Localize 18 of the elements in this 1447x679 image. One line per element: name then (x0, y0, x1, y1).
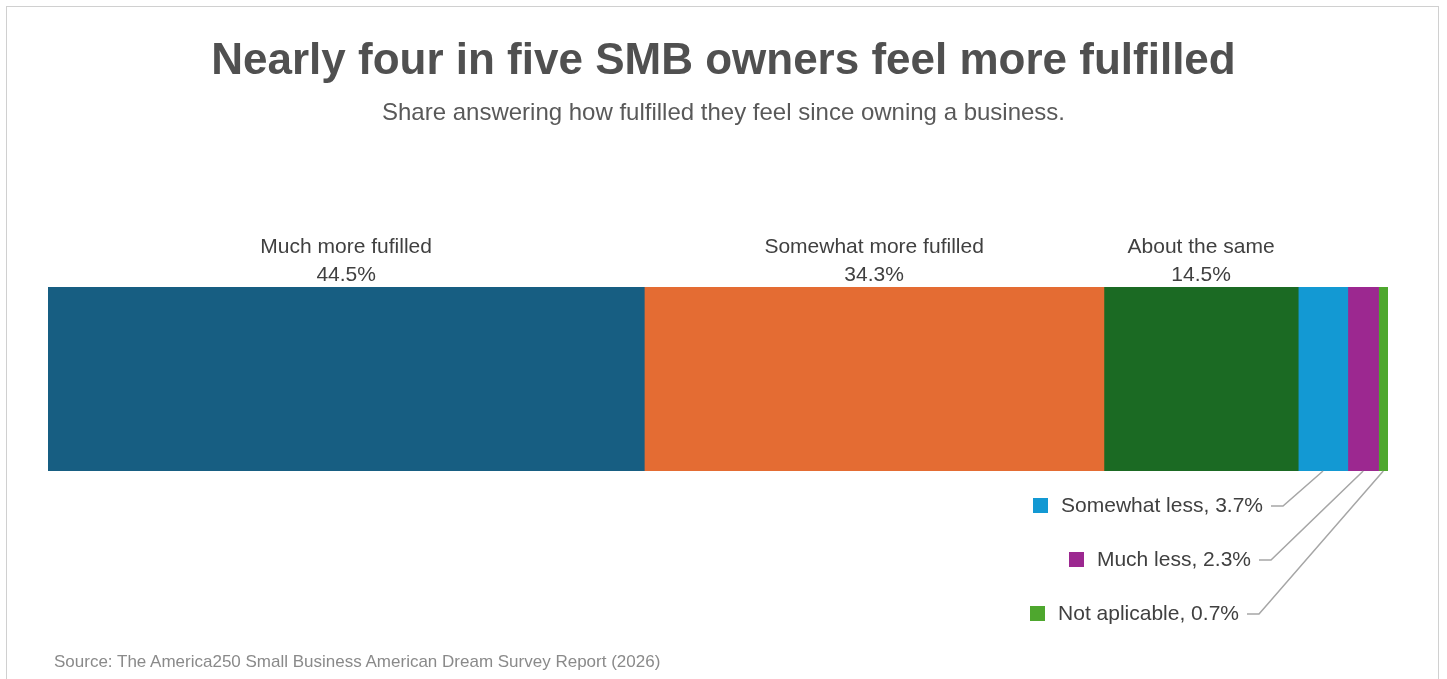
data-label: 34.3% (844, 262, 904, 285)
chart-title: Nearly four in five SMB owners feel more fulfilled (210, 34, 1237, 84)
bar (1378, 287, 1388, 471)
data-label: Not aplicable, 0.7% (1058, 600, 1239, 624)
data-label: 44.5% (316, 262, 376, 285)
source-note: Source: The America250 Small Business American Dream Survey Report (2026) (54, 652, 661, 672)
data-label: 14.5% (1171, 262, 1231, 285)
bar (1103, 287, 1299, 471)
bar (643, 287, 1105, 471)
chart-subtitle: Share answering how fulfilled they feel since owning a business. (380, 98, 1067, 126)
bar (1297, 287, 1349, 471)
series-label: Somewhat more fufilled (764, 234, 984, 257)
data-label: Somewhat less, 3.7% (1061, 492, 1263, 516)
series-label: Much more fufilled (260, 234, 432, 257)
bar (48, 287, 645, 471)
series-label: About the same (1127, 234, 1275, 257)
data-label: Much less, 2.3% (1096, 546, 1251, 570)
bar (1347, 287, 1379, 471)
